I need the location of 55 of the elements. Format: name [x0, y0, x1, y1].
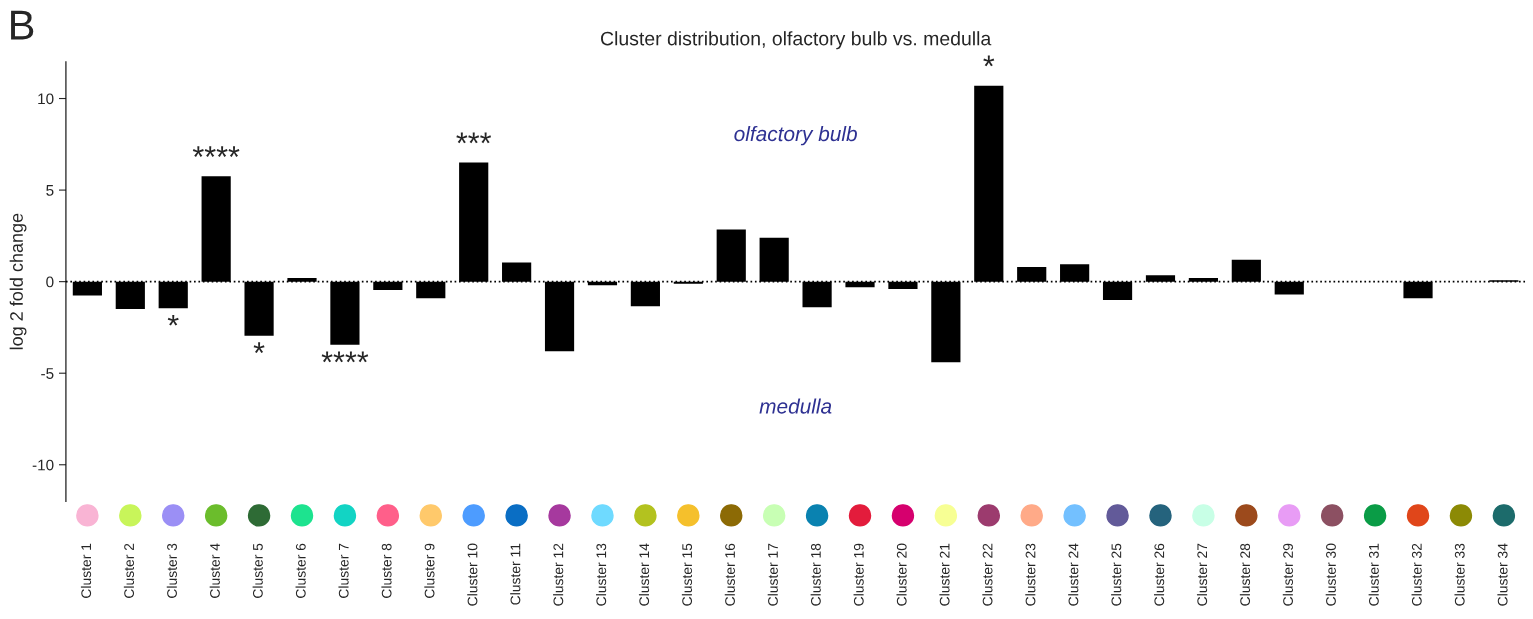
- bar: [1060, 264, 1090, 282]
- bar: [502, 262, 532, 282]
- annotation: *: [167, 314, 179, 326]
- x-tick-label: Cluster 12: [553, 543, 564, 606]
- annotation: ***: [456, 132, 492, 144]
- x-tick-label: Cluster 16: [724, 543, 735, 606]
- x-tick-label: Cluster 1: [80, 543, 92, 598]
- x-tick-label: Cluster 19: [853, 543, 864, 606]
- annotation: ****: [192, 146, 240, 157]
- y-tick-label: 0: [46, 276, 54, 288]
- x-tick-label: Cluster 4: [209, 543, 220, 598]
- x-tick-label: Cluster 7: [338, 543, 349, 598]
- bar: [459, 162, 489, 282]
- x-tick-label: Cluster 28: [1239, 543, 1251, 606]
- x-tick-label: Cluster 33: [1454, 543, 1465, 606]
- x-tick-label: Cluster 31: [1368, 543, 1379, 606]
- chart-title: Cluster distribution, olfactory bulb vs. medulla: [601, 31, 992, 50]
- x-tick-label: Cluster 18: [810, 543, 821, 606]
- x-tick-label: Cluster 25: [1111, 543, 1122, 606]
- y-axis-title: log 2 fold change: [9, 213, 27, 350]
- x-tick-label: Cluster 15: [681, 543, 693, 606]
- x-tick-label: Cluster 27: [1196, 543, 1208, 606]
- y-tick-label: -5: [41, 368, 54, 379]
- x-tick-label: Cluster 32: [1411, 543, 1422, 606]
- annotation: medulla: [759, 398, 832, 414]
- annotation: olfactory bulb: [734, 125, 857, 146]
- annotation: ****: [321, 351, 369, 363]
- x-tick-label: Cluster 6: [295, 543, 306, 598]
- x-tick-label: Cluster 2: [123, 543, 135, 598]
- x-tick-label: Cluster 8: [381, 543, 392, 598]
- x-tick-label: Cluster 10: [467, 543, 478, 606]
- x-tick-label: Cluster 5: [252, 543, 263, 598]
- y-tick-label: 5: [46, 185, 54, 196]
- x-tick-label: Cluster 11: [510, 543, 521, 605]
- x-tick-label: Cluster 17: [767, 543, 778, 606]
- x-tick-label: Cluster 21: [939, 543, 950, 606]
- x-tick-label: Cluster 3: [166, 543, 177, 598]
- x-tick-label: Cluster 9: [424, 543, 435, 598]
- x-tick-label: Cluster 20: [896, 543, 907, 606]
- x-tick-label: Cluster 34: [1497, 543, 1508, 606]
- x-tick-label: Cluster 23: [1025, 543, 1036, 606]
- x-tick-label: Cluster 24: [1068, 543, 1079, 606]
- text: B: [11, 10, 34, 40]
- bar: [1231, 259, 1261, 282]
- x-tick-label: Cluster 22: [982, 543, 993, 606]
- x-tick-label: Cluster 26: [1154, 543, 1165, 606]
- bar: [201, 176, 231, 282]
- x-tick-label: Cluster 14: [638, 543, 650, 606]
- annotation: *: [253, 342, 265, 354]
- x-tick-label: Cluster 13: [596, 543, 607, 606]
- y-tick-label: -10: [32, 459, 54, 471]
- y-tick-label: 10: [38, 93, 54, 105]
- x-tick-label: Cluster 29: [1282, 543, 1293, 606]
- annotation: *: [983, 55, 995, 67]
- x-tick-label: Cluster 30: [1325, 543, 1336, 606]
